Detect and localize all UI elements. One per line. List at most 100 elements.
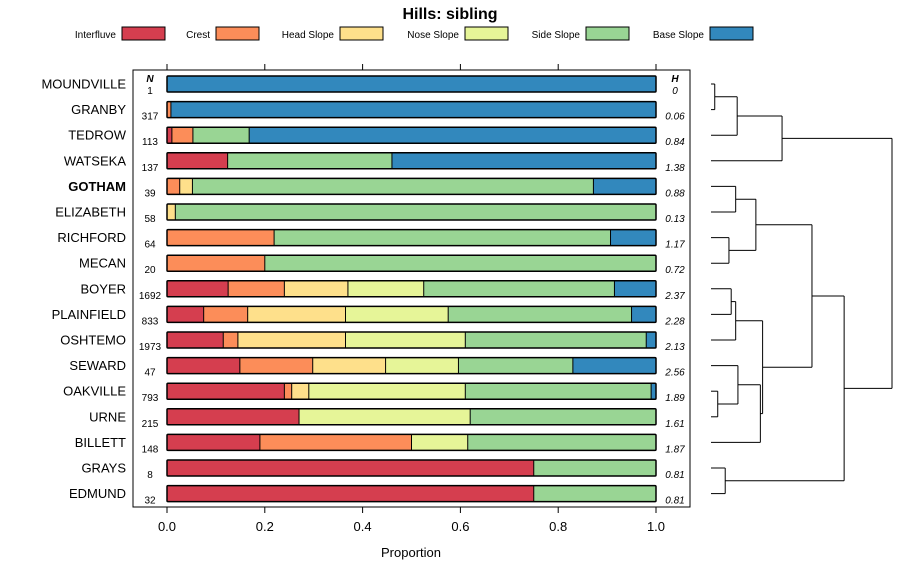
plot-panel [132, 69, 691, 508]
row-n-value: 1973 [139, 342, 162, 353]
legend-swatch [121, 26, 166, 41]
row-h-value: 1.87 [665, 444, 685, 455]
row-label: OAKVILLE [63, 384, 126, 399]
row-label: PLAINFIELD [52, 307, 126, 322]
bar-outline [166, 484, 657, 503]
row-n-value: 1692 [139, 291, 162, 302]
legend-swatch [339, 26, 384, 41]
row-label: GRAYS [81, 461, 126, 476]
row-h-value: 1.61 [665, 419, 684, 430]
bar-segment [345, 332, 466, 348]
row-label: URNE [89, 409, 126, 424]
dendrogram [711, 83, 893, 495]
x-tick-label: 0.0 [158, 519, 176, 534]
row-h-value: 0.88 [665, 188, 685, 199]
row-h-value: 2.56 [664, 368, 685, 379]
bar-segment [610, 229, 656, 246]
row-h-value: 1.89 [665, 393, 685, 404]
bar-segment [312, 357, 386, 374]
bar-segment [192, 178, 594, 195]
bar-segment [391, 152, 656, 169]
bar-segment [593, 178, 656, 195]
row-label: BOYER [80, 281, 126, 296]
row-n-value: 47 [144, 368, 156, 379]
bar-outline [166, 228, 657, 247]
row-n-value: 317 [142, 112, 159, 123]
row-label: OSHTEMO [60, 333, 126, 348]
bar-segment [385, 357, 459, 374]
row-h-value: 0.81 [665, 496, 684, 507]
row-h-value: 0.81 [665, 470, 684, 481]
row-n-value: 32 [144, 496, 156, 507]
bar-segment [458, 357, 573, 374]
bar-segment [167, 101, 171, 118]
row-n-value: 793 [142, 393, 159, 404]
bar-segment [264, 255, 656, 272]
bar-segment [411, 434, 468, 451]
bar-segment [470, 408, 656, 425]
x-tick-label: 0.8 [549, 519, 567, 534]
bar-segment [167, 357, 240, 374]
row-h-value: 2.37 [664, 291, 685, 302]
legend-label: Side Slope [532, 30, 581, 41]
legend-swatch [464, 26, 509, 41]
bar-segment [167, 332, 224, 348]
bar-outline [166, 126, 657, 144]
bar-outline [166, 433, 657, 452]
legend-label: Head Slope [282, 30, 335, 41]
row-label: MECAN [79, 256, 126, 271]
bar-segment [291, 383, 309, 400]
row-h-value: 0.72 [665, 265, 685, 276]
row-h-value: 0.06 [665, 112, 685, 123]
legend: Interfluve Crest Head Slope Nose Slope Side … [75, 26, 754, 41]
legend-label: Base Slope [653, 30, 705, 41]
row-n-value: 20 [144, 265, 156, 276]
bar-segment [167, 255, 265, 272]
bar-segment [631, 306, 656, 323]
bars [166, 75, 657, 503]
bar-segment [167, 229, 275, 246]
bar-segment [423, 280, 615, 297]
row-n-value: 215 [142, 419, 159, 430]
bar-segment [465, 383, 652, 400]
bar-segment [223, 332, 238, 348]
bar-segment [170, 101, 657, 118]
bar-segment [167, 485, 534, 502]
row-label: GRANBY [71, 102, 126, 117]
row-h-value: 0.84 [665, 137, 685, 148]
bar-segment [167, 76, 656, 92]
n-column-header: N [146, 74, 154, 85]
x-axis-title: Proportion [381, 545, 441, 560]
row-annotations: 1 0 317 0.06 113 0.84 137 1.38 39 0.88 58 0.13 64 1.1… [139, 86, 685, 507]
bar-segment [247, 306, 346, 323]
bar-outline [166, 75, 657, 93]
row-label: WATSEKA [64, 153, 126, 168]
row-n-value: 64 [144, 240, 156, 251]
row-label: SEWARD [69, 358, 126, 373]
row-n-value: 148 [142, 444, 159, 455]
bar-outline [166, 280, 657, 298]
bar-segment [171, 127, 193, 144]
bar-outline [166, 459, 657, 477]
row-h-value: 1.17 [665, 240, 685, 251]
bar-segment [448, 306, 632, 323]
bar-segment [167, 434, 260, 451]
row-h-value: 2.28 [664, 316, 685, 327]
bar-segment [192, 127, 250, 144]
row-n-value: 39 [144, 188, 156, 199]
bar-segment [167, 280, 229, 297]
bar-segment [167, 204, 176, 220]
row-label: MOUNDVILLE [41, 77, 126, 92]
row-labels: MOUNDVILLE GRANBY TEDROW WATSEKA GOTHAM ELIZA… [41, 77, 126, 502]
legend-swatch [709, 26, 754, 41]
legend-swatch [585, 26, 630, 41]
bar-segment [646, 332, 656, 348]
bar-segment [465, 332, 647, 348]
bar-segment [284, 280, 348, 297]
x-tick-label: 0.4 [354, 519, 372, 534]
row-label: EDMUND [69, 486, 126, 501]
row-label: TEDROW [68, 128, 127, 143]
bar-segment [651, 383, 656, 400]
row-n-value: 113 [142, 137, 158, 148]
bar-segment [249, 127, 657, 144]
